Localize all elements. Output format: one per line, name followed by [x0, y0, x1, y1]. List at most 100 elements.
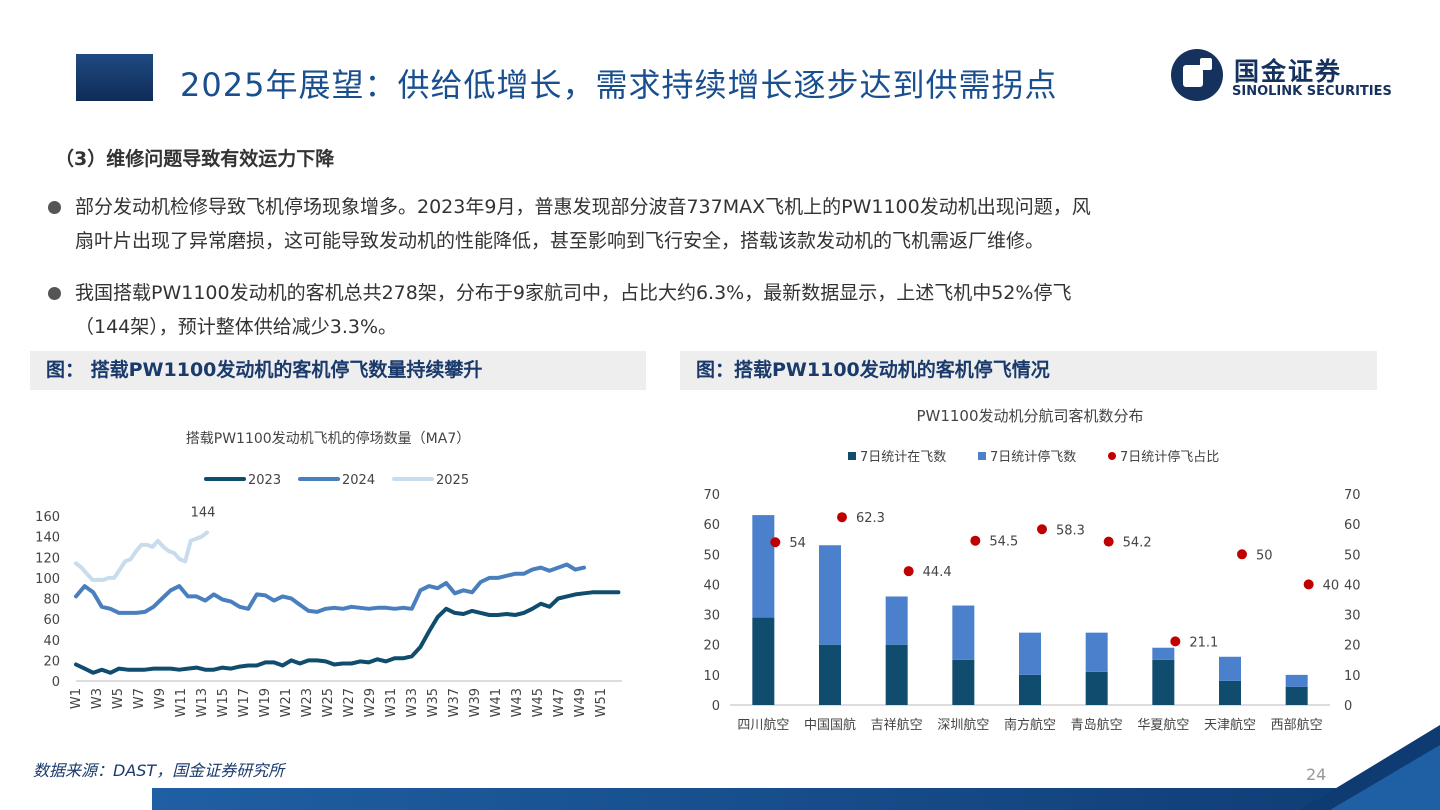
figure-caption-left: 图： 搭载PW1100发动机的客机停飞数量持续攀升: [30, 351, 646, 390]
series-line-2023: [74, 590, 621, 675]
bullet-line: （144架），预计整体供给减少3.3%。: [75, 316, 398, 338]
bar-grounded: [1152, 647, 1175, 660]
x-category-label: 深圳航空: [937, 717, 989, 733]
data-label: 50: [1256, 548, 1273, 563]
x-tick-label: W43: [510, 688, 525, 717]
ratio-dot: [770, 537, 781, 548]
x-category-label: 华夏航空: [1137, 717, 1189, 733]
data-label: 58.3: [1056, 523, 1085, 538]
bar-grounded: [752, 515, 775, 618]
x-tick-label: W45: [531, 688, 546, 717]
y-tick-label: 80: [43, 593, 60, 608]
legend-swatch: [978, 452, 986, 460]
x-category-label: 西部航空: [1271, 717, 1323, 733]
x-tick-label: W37: [447, 688, 462, 717]
ratio-dot: [1170, 636, 1181, 647]
y-tick-label: 40: [703, 578, 720, 593]
x-category-label: 天津航空: [1204, 717, 1256, 733]
y-tick-label: 140: [35, 531, 60, 546]
y-tick-label: 60: [703, 518, 720, 533]
x-tick-label: W29: [363, 688, 378, 717]
x-tick-label: W7: [132, 688, 147, 709]
bar-grounded: [1019, 632, 1041, 675]
bar-grounded: [952, 605, 975, 660]
ratio-dot: [1303, 579, 1314, 590]
y-tick-label: 120: [35, 551, 60, 566]
x-tick-label: W41: [489, 688, 504, 717]
y2-tick-label: 20: [1344, 639, 1361, 654]
bar-grounded: [819, 545, 841, 645]
x-tick-label: W33: [405, 688, 420, 717]
y-tick-label: 160: [35, 510, 60, 525]
bullet-dot: [48, 287, 61, 300]
x-tick-label: W15: [216, 688, 231, 717]
x-tick-label: W21: [279, 688, 294, 717]
x-tick-label: W1: [69, 688, 84, 709]
data-source-note: 数据来源：DAST，国金证券研究所: [33, 761, 285, 780]
y-tick-label: 0: [52, 675, 60, 690]
y2-tick-label: 50: [1344, 548, 1361, 563]
ratio-dot: [1103, 536, 1114, 547]
bullet-line: 我国搭载PW1100发动机的客机总共278架，分布于9家航司中，占比大约6.3%…: [75, 282, 1072, 304]
bar-in-service: [752, 617, 775, 705]
y-tick-label: 20: [43, 654, 60, 669]
y2-tick-label: 60: [1344, 518, 1361, 533]
legend-swatch: [848, 452, 856, 460]
bar-in-service: [1019, 674, 1041, 705]
bar-in-service: [1085, 671, 1108, 705]
data-label: 44.4: [923, 565, 952, 580]
ratio-dot: [903, 566, 914, 577]
data-label: 21.1: [1189, 635, 1218, 650]
legend-label: 2025: [436, 473, 469, 488]
x-category-label: 吉祥航空: [871, 717, 923, 733]
line-chart: 搭载PW1100发动机飞机的停场数量（MA7） 2023 2024 2025 0 20 40…: [35, 430, 622, 717]
data-label: 62.3: [856, 511, 885, 526]
bullet-line: 部分发动机检修导致飞机停场现象增多。2023年9月，普惠发现部分波音737MAX…: [75, 196, 1091, 218]
bar-chart: PW1100发动机分航司客机数分布 7日统计在飞数 7日统计停飞数 7日统计停飞占比 0…: [703, 407, 1361, 733]
x-category-label: 南方航空: [1004, 717, 1056, 733]
y2-tick-label: 30: [1344, 609, 1361, 624]
ratio-dot: [1237, 549, 1247, 560]
x-tick-label: W35: [426, 688, 441, 717]
logo-text-cn: 国金证券: [1234, 57, 1343, 86]
title-accent-block: [76, 54, 153, 101]
x-tick-label: W13: [195, 688, 210, 717]
x-category-label: 青岛航空: [1071, 717, 1123, 733]
company-logo: 国金证券 SINOLINK SECURITIES: [1170, 46, 1410, 106]
x-tick-label: W49: [573, 688, 588, 717]
legend-swatch: [1108, 452, 1116, 460]
x-tick-label: W19: [258, 688, 273, 717]
x-tick-label: W11: [174, 688, 189, 717]
bar-grounded: [1219, 656, 1241, 681]
x-tick-label: W3: [90, 688, 105, 709]
y-tick-label: 60: [43, 613, 60, 628]
logo-mark-icon: [1171, 49, 1223, 101]
bar-grounded: [885, 596, 908, 645]
y-tick-label: 10: [703, 669, 720, 684]
legend-label: 7日统计在飞数: [860, 450, 946, 465]
data-label: 54.2: [1123, 536, 1152, 551]
ratio-dot: [970, 535, 981, 546]
x-tick-label: W25: [321, 688, 336, 717]
x-tick-label: W9: [153, 688, 168, 709]
ratio-dot: [1037, 524, 1047, 535]
x-category-label: 中国国航: [804, 717, 856, 733]
bar-in-service: [1219, 680, 1241, 705]
bar-in-service: [1152, 659, 1175, 705]
series-line-2025: [74, 530, 209, 582]
x-tick-label: W27: [342, 688, 357, 717]
bar-in-service: [819, 644, 841, 705]
data-label: 54: [789, 536, 806, 551]
y-tick-label: 40: [43, 634, 60, 649]
chart-title: 搭载PW1100发动机飞机的停场数量（MA7）: [186, 430, 470, 447]
y2-tick-label: 40: [1344, 578, 1361, 593]
bar-grounded: [1285, 674, 1308, 687]
y-tick-label: 0: [712, 699, 720, 714]
bullet-item: 部分发动机检修导致飞机停场现象增多。2023年9月，普惠发现部分波音737MAX…: [48, 190, 1348, 258]
bar-in-service: [952, 659, 975, 705]
chart-title: PW1100发动机分航司客机数分布: [916, 407, 1143, 425]
x-tick-label: W17: [237, 688, 252, 717]
legend-label: 2024: [342, 473, 375, 488]
logo-text-en: SINOLINK SECURITIES: [1232, 84, 1392, 99]
y-tick-label: 70: [703, 488, 720, 503]
